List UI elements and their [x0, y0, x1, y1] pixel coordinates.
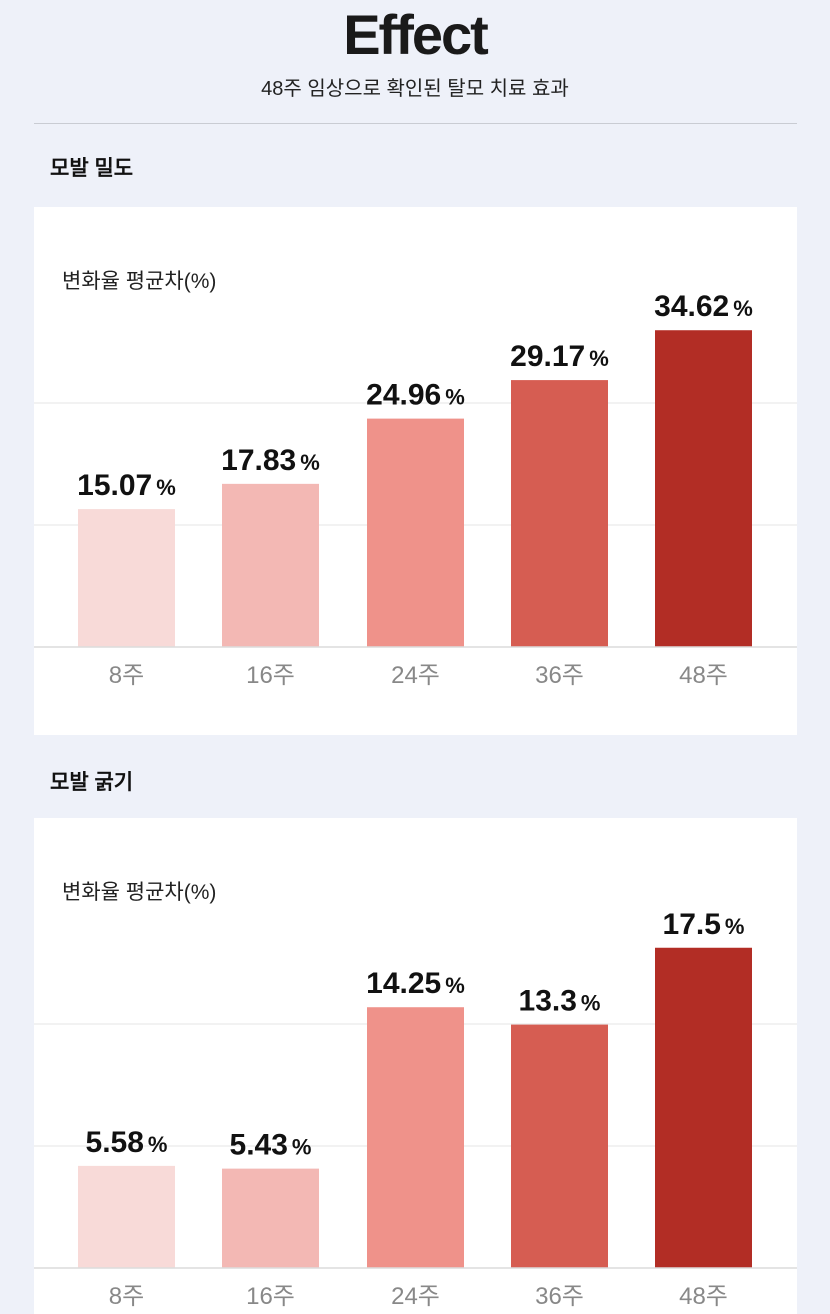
data-label: 34.62% — [654, 290, 753, 323]
bar — [78, 509, 175, 647]
x-tick-label: 8주 — [109, 662, 144, 689]
data-label: 17.83% — [221, 444, 320, 477]
data-label: 5.58% — [86, 1126, 168, 1159]
data-label: 14.25% — [366, 967, 465, 1000]
x-tick-label: 16주 — [246, 662, 295, 689]
chart-ylabel: 변화율 평균차(%) — [62, 270, 217, 293]
bar — [367, 1007, 464, 1268]
x-tick-label: 24주 — [391, 662, 440, 689]
x-tick-label: 48주 — [679, 1283, 728, 1310]
x-tick-label: 36주 — [535, 1283, 584, 1310]
x-tick-label: 16주 — [246, 1283, 295, 1310]
chart-card-density: 변화율 평균차(%) 15.07% 8주 17.83% 16주 24.96% 24주 29.… — [34, 207, 797, 735]
bar — [222, 1168, 319, 1268]
bar — [222, 483, 319, 647]
bar — [655, 947, 752, 1268]
bar-chart-density: 15.07 % 8주 17.83 % 16주 24.96 % 24주 29.17 % 36주 34.62… — [34, 290, 797, 689]
data-label: 15.07% — [77, 469, 176, 502]
divider — [34, 123, 797, 124]
x-tick-label: 8주 — [109, 1283, 144, 1310]
bar — [367, 418, 464, 647]
bar-chart-thickness: 5.58 % 8주 5.43 % 16주 14.25 % 24주 13.3 % 36주 17.5 % 48주 — [34, 908, 797, 1310]
data-label: 24.96% — [366, 379, 465, 412]
bar — [511, 1024, 608, 1268]
data-label: 17.5% — [663, 908, 745, 941]
bar — [78, 1165, 175, 1268]
page-title: Effect — [343, 3, 489, 66]
chart-card-thickness: 변화율 평균차(%) 5.58% 8주 5.43% 16주 14.25% 24주 13.3%… — [34, 818, 797, 1314]
x-tick-label: 36주 — [535, 662, 584, 689]
data-label: 5.43% — [230, 1129, 312, 1162]
bar — [655, 330, 752, 647]
data-label: 13.3% — [519, 985, 601, 1018]
data-label: 29.17% — [510, 340, 609, 373]
chart-ylabel: 변화율 평균차(%) — [62, 881, 217, 904]
x-tick-label: 48주 — [679, 662, 728, 689]
bar — [511, 380, 608, 647]
x-tick-label: 24주 — [391, 1283, 440, 1310]
section-label-thickness: 모발 굵기 — [50, 771, 134, 794]
section-label-density: 모발 밀도 — [50, 157, 134, 180]
page-subtitle: 48주 임상으로 확인된 탈모 치료 효과 — [261, 78, 569, 100]
